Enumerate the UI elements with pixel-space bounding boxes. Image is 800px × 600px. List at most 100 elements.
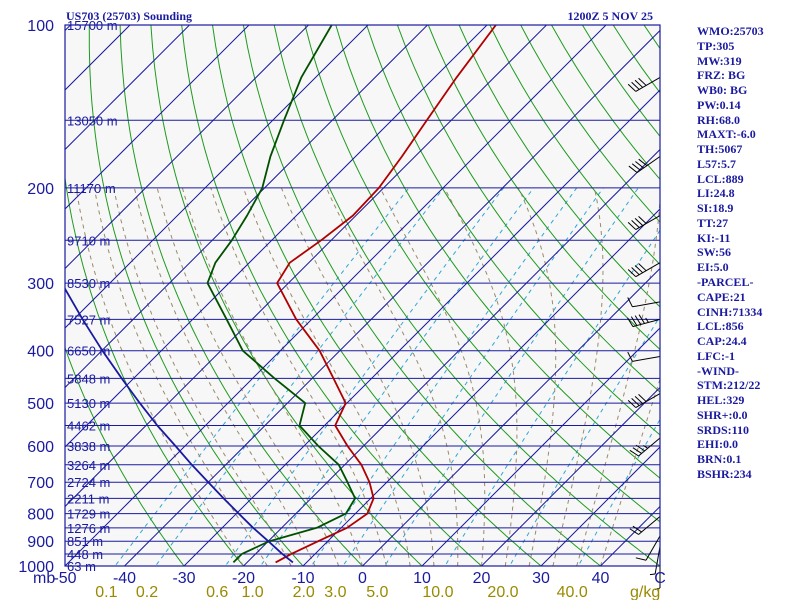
moist-adiabat-line [600,377,660,566]
wind-barb-flag [631,398,640,406]
wind-barb-flag [628,165,638,173]
index-item: LCL:856 [697,319,744,334]
mixing-ratio-label: 20.0 [487,584,518,600]
mixing-ratio-label: 0.6 [206,584,228,600]
wind-barb-staff [645,535,661,561]
pressure-tick-label: 300 [27,276,54,293]
sounding-time: 1200Z 5 NOV 25 [568,9,653,23]
isotherm-line [421,327,660,566]
dry-adiabat-line [212,25,542,566]
pressure-tick-label: 800 [27,507,54,524]
height-level-label: 3838 m [67,439,110,454]
wind-barb [627,314,661,328]
mixing-ratio-label: 0.1 [95,584,117,600]
wind-barb-flag [638,158,648,167]
wind-barb-flag [635,161,644,169]
index-item: EI:5.0 [697,260,729,275]
temperature-tick-label: -30 [172,570,195,587]
pressure-tick-label: 200 [27,181,54,198]
wind-barb-flag [631,163,641,171]
wind-barb-half-flag [645,317,649,323]
sounding-indices-list: WMO:25703 TP:305 MW:319 FRZ: BG WB0: BG PW:0.… [697,24,764,482]
wind-barb-flag [638,216,647,224]
temperature-tick-label: 40 [592,570,610,587]
wind-barb-flag [632,447,642,454]
wind-barb [629,516,661,535]
mixing-ratio-label: 0.2 [136,584,158,600]
wind-barb-flag [638,314,645,324]
height-level-label: 6650 m [67,344,110,359]
dry-adiabat-line [65,346,185,566]
parcel-path [65,287,294,564]
wind-barb-half-flag [649,573,656,576]
wind-barb [627,297,661,308]
temperature-tick-label: -10 [291,570,314,587]
mixing-ratio-label: 10.0 [422,584,453,600]
isotherm-line [65,25,607,566]
wind-barb-flag [627,222,637,230]
height-level-label: 15700 m [67,18,118,33]
index-item: L57:5.7 [697,156,736,171]
index-item: LCL:889 [697,171,744,186]
height-level-label: 13050 m [67,113,118,128]
dry-adiabat-line [396,25,660,393]
index-item: SI:18.9 [697,201,734,216]
dry-adiabat-line [273,25,660,566]
pressure-tick-label: 700 [27,475,54,492]
wind-barb-flag [632,525,642,533]
height-level-label: 448 m [67,547,103,562]
wind-barb-flag [629,449,639,457]
index-item: RH:68.0 [697,112,740,127]
wind-barb [649,546,661,576]
index-item: SW:56 [697,245,732,260]
dry-adiabat-line [458,25,660,308]
wind-barb [628,156,661,173]
pressure-axis-label: mb [33,570,55,587]
height-level-label: 1729 m [67,507,110,522]
wind-barb-staff [638,516,661,535]
wind-barb [627,351,661,362]
data-lines [65,25,497,564]
isotherm-line [361,267,660,566]
pressure-tick-label: 400 [27,344,54,361]
index-item: BSHR:234 [697,466,752,481]
isotherm-line [65,25,548,508]
wind-barb-flag [627,317,634,327]
temperature-tick-label: -50 [53,570,76,587]
wind-barb-staff [632,301,661,308]
height-level-label: 8530 m [67,276,110,291]
wind-barb-flag [634,315,642,325]
wind-barb-flag [635,557,647,561]
mixing-ratio-label: 1.0 [241,584,263,600]
dewpoint-profile [206,25,357,564]
wind-barb [627,393,661,408]
mixing-ratio-label: 2.0 [293,584,315,600]
station-title: US703 (25703) Sounding [66,9,192,23]
isotherm-line [480,386,660,566]
wind-barbs [627,76,661,591]
wind-barb [627,262,661,278]
temperature-tick-label: -40 [113,570,136,587]
wind-barb-flag [634,265,644,274]
isotherm-line [242,148,660,566]
wind-barb-flag [627,400,637,408]
mixing-ratio-label: 40.0 [557,584,588,600]
wind-barb-flag [634,79,644,88]
wind-barb-half-flag [654,587,661,591]
index-item: LFC:-1 [697,348,735,363]
height-level-label: 63 m [67,559,96,574]
wind-barb-staff [654,546,661,575]
index-item: -PARCEL- [697,275,754,290]
index-item: FRZ: BG [697,68,746,83]
dry-adiabat-line [489,25,660,266]
plot-frame [64,24,661,567]
wind-barb-staff [636,156,661,173]
pressure-tick-label: 500 [27,396,54,413]
temperature-tick-label: -20 [232,570,255,587]
dry-adiabat-line [427,25,660,351]
mixing-ratio-line [224,187,504,566]
height-level-label: 1276 m [67,521,110,536]
wind-barb-staff [635,215,661,230]
index-item: CAP:24.4 [697,334,747,349]
height-level-label: 2211 m [67,491,109,506]
